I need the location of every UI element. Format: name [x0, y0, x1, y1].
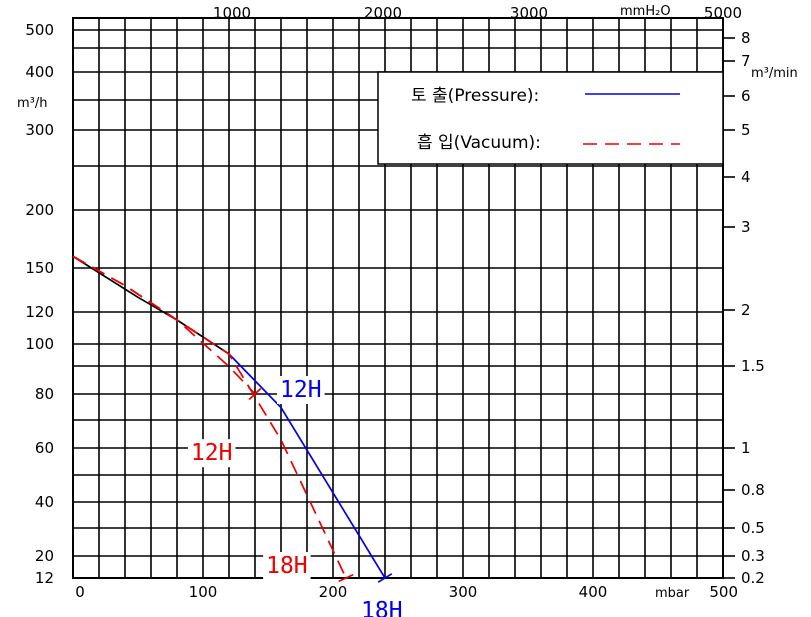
- x-bottom-tick-label: 100: [189, 583, 218, 601]
- x-bottom-tick-label: 400: [579, 583, 608, 601]
- x-bottom-tick-label: 200: [319, 583, 348, 601]
- x-top-tick-label: 3000: [510, 4, 548, 22]
- legend-label-vacuum: 흡 입(Vacuum):: [417, 133, 541, 153]
- legend: 토 출(Pressure): 흡 입(Vacuum):: [377, 71, 724, 165]
- x-bottom-tick-label: 300: [449, 583, 478, 601]
- y-right-tick-label: 2: [741, 301, 751, 319]
- curve-annotation-label: 18H: [266, 553, 308, 579]
- x-bottom-tick-label: 500: [709, 583, 738, 601]
- curve-annotation-background: [277, 376, 325, 404]
- y-right-tick-label: 0.2: [741, 569, 765, 587]
- curves: [72, 255, 386, 579]
- y-left-tick-label: 12: [35, 569, 54, 587]
- x-top-tick-label: 1000: [213, 4, 251, 22]
- curve-annotation-background: [263, 552, 311, 580]
- y-left-tick-label: 400: [25, 63, 54, 81]
- y-left-tick-label: 200: [25, 201, 54, 219]
- y-right-tick-label: 1.5: [741, 357, 765, 375]
- curve-end-markers: [248, 387, 393, 583]
- curve-end-marker: [377, 573, 393, 583]
- y-left-tick-label: 150: [25, 259, 54, 277]
- y-left-tick-label: 120: [25, 303, 54, 321]
- y-left-tick-label: 100: [25, 335, 54, 353]
- y-left-tick-label: 500: [25, 21, 54, 39]
- grid: [73, 18, 723, 578]
- y-right-tick-label: 0.8: [741, 481, 765, 499]
- x-bottom-tick-label: 0: [75, 583, 85, 601]
- y-left-tick-label: 40: [35, 493, 54, 511]
- curve-end-marker: [338, 573, 354, 583]
- x-top-tick-label: 5000: [704, 4, 742, 22]
- y-left-tick-label: 80: [35, 385, 54, 403]
- series-line: [72, 255, 347, 579]
- x-top-tick-label: 2000: [364, 4, 402, 22]
- y-right-tick-label: 0.5: [741, 519, 765, 537]
- y-right-tick-label: 1: [741, 439, 751, 457]
- curve-annotation-label: 18H: [361, 598, 403, 617]
- y-left-unit: m³/h: [17, 96, 48, 111]
- y-right-tick-label: 8: [741, 29, 751, 47]
- y-right-tick-label: 6: [741, 87, 751, 105]
- y-right-tick-label: 7: [741, 52, 751, 70]
- y-right-tick-label: 0.3: [741, 547, 765, 565]
- y-right-tick-label: 5: [741, 121, 751, 139]
- legend-box: [377, 71, 724, 165]
- x-top-unit: mmH₂O: [620, 4, 671, 19]
- y-right-unit: m³/min: [751, 66, 798, 81]
- right-axis-ticks: [723, 37, 735, 579]
- legend-label-pressure: 토 출(Pressure):: [411, 86, 539, 106]
- curve-annotation-label: 12H: [191, 440, 233, 466]
- y-left-tick-label: 20: [35, 547, 54, 565]
- series-line: [228, 353, 386, 579]
- y-right-tick-label: 4: [741, 168, 751, 186]
- curve-annotation-background: [358, 597, 406, 617]
- x-bottom-unit: mbar: [655, 586, 690, 601]
- curve-end-marker: [248, 387, 262, 401]
- curve-annotations: 12H 12H 18H 18H: [187, 376, 406, 617]
- y-right-tick-label: 3: [741, 218, 751, 236]
- y-left-tick-label: 60: [35, 439, 54, 457]
- plot-frame: [72, 17, 724, 579]
- curve-annotation-label: 12H: [280, 377, 322, 403]
- y-left-tick-label: 300: [25, 121, 54, 139]
- series-line: [72, 255, 230, 355]
- curve-annotation-background: [187, 439, 236, 468]
